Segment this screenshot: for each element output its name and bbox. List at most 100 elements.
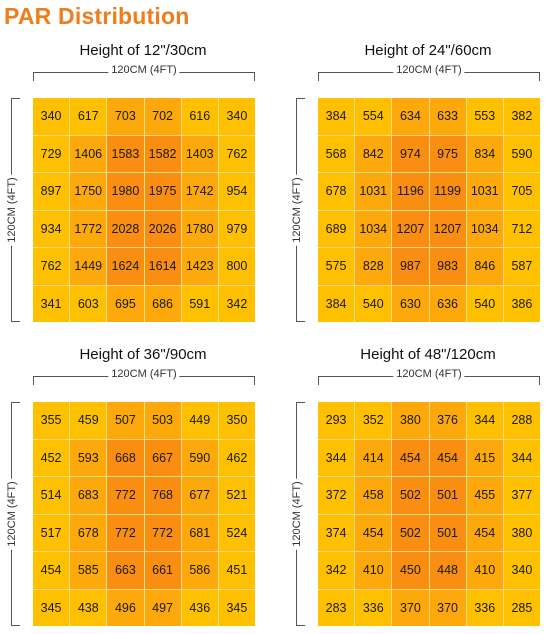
heatmap-cell: 987 (392, 248, 429, 285)
heatmap-cell: 336 (466, 589, 503, 626)
heatmap-cell: 450 (392, 552, 429, 589)
x-axis-label: 120CM (4FT) (108, 368, 180, 380)
heatmap-cell: 974 (392, 135, 429, 172)
heatmap-cell: 975 (429, 135, 466, 172)
heatmap-cell: 661 (144, 552, 181, 589)
heatmap-cell: 587 (503, 248, 540, 285)
chart-title: Height of 24"/60cm (364, 42, 492, 59)
heatmap-cell: 979 (218, 210, 255, 247)
heatmap-cell: 1423 (181, 248, 218, 285)
heatmap-cell: 370 (392, 589, 429, 626)
heatmap-cell: 454 (392, 439, 429, 476)
heatmap-cell: 501 (429, 477, 466, 514)
heatmap-cell: 449 (181, 402, 218, 439)
y-axis-label: 120CM (4FT) (6, 478, 18, 550)
heatmap-cell: 678 (318, 173, 355, 210)
page-title: PAR Distribution (4, 3, 190, 29)
par-grid: 355 459 507 503 449 350 452 593 668 667 590 462 514 6… (33, 402, 255, 626)
heatmap-cell: 983 (429, 248, 466, 285)
heatmap-cell: 452 (33, 439, 70, 476)
heatmap-cell: 293 (318, 402, 355, 439)
heatmap-cell: 686 (144, 285, 181, 322)
heatmap-cell: 954 (218, 173, 255, 210)
heatmap-cell: 345 (218, 589, 255, 626)
heatmap-cell: 377 (503, 477, 540, 514)
heatmap-cell: 1583 (107, 135, 144, 172)
heatmap-cell: 575 (318, 248, 355, 285)
heatmap-cell: 712 (503, 210, 540, 247)
chart-title: Height of 48"/120cm (360, 346, 496, 363)
heatmap-cell: 772 (107, 477, 144, 514)
heatmap-cell: 344 (503, 439, 540, 476)
heatmap-cell: 496 (107, 589, 144, 626)
heatmap-cell: 454 (355, 514, 392, 551)
heatmap-cell: 2026 (144, 210, 181, 247)
heatmap-cell: 568 (318, 135, 355, 172)
heatmap-cell: 762 (218, 135, 255, 172)
heatmap-cell: 414 (355, 439, 392, 476)
heatmap-cell: 340 (33, 98, 70, 135)
heatmap-cell: 341 (33, 285, 70, 322)
heatmap-cell: 842 (355, 135, 392, 172)
heatmap-cell: 729 (33, 135, 70, 172)
heatmap-cell: 1031 (466, 173, 503, 210)
heatmap-cell: 410 (466, 552, 503, 589)
heatmap-cell: 415 (466, 439, 503, 476)
heatmap-cell: 340 (218, 98, 255, 135)
heatmap-cell: 503 (144, 402, 181, 439)
heatmap-cell: 634 (392, 98, 429, 135)
heatmap-cell: 521 (218, 477, 255, 514)
heatmap-panel-36in: Height of 36"/90cm 120CM (4FT) 120CM (4F… (0, 344, 272, 634)
heatmap-cell: 382 (503, 98, 540, 135)
heatmap-cell: 636 (429, 285, 466, 322)
heatmap-cell: 681 (181, 514, 218, 551)
heatmap-cell: 663 (107, 552, 144, 589)
heatmap-cell: 1780 (181, 210, 218, 247)
heatmap-cell: 342 (318, 552, 355, 589)
heatmap-cell: 768 (144, 477, 181, 514)
y-axis-label: 120CM (4FT) (291, 478, 303, 550)
heatmap-cell: 667 (144, 439, 181, 476)
chart-title: Height of 12"/30cm (79, 42, 207, 59)
heatmap-cell: 591 (181, 285, 218, 322)
heatmap-cell: 380 (392, 402, 429, 439)
x-axis-label: 120CM (4FT) (108, 64, 180, 76)
par-grid: 384 554 634 633 553 382 568 842 974 975 834 590 678 1… (318, 98, 540, 322)
heatmap-cell: 1196 (392, 173, 429, 210)
heatmap-cell: 386 (503, 285, 540, 322)
heatmap-cell: 514 (33, 477, 70, 514)
heatmap-cell: 454 (429, 439, 466, 476)
heatmap-cell: 703 (107, 98, 144, 135)
heatmap-cell: 352 (355, 402, 392, 439)
width-bracket: 120CM (4FT) (33, 64, 255, 82)
depth-bracket: 120CM (4FT) (291, 402, 306, 626)
heatmap-cell: 678 (70, 514, 107, 551)
width-bracket: 120CM (4FT) (33, 368, 255, 386)
heatmap-cell: 828 (355, 248, 392, 285)
heatmap-cell: 677 (181, 477, 218, 514)
width-bracket: 120CM (4FT) (318, 368, 540, 386)
heatmap-cell: 762 (33, 248, 70, 285)
y-axis-label: 120CM (4FT) (6, 174, 18, 246)
heatmap-cell: 1750 (70, 173, 107, 210)
heatmap-cell: 376 (429, 402, 466, 439)
heatmap-cell: 800 (218, 248, 255, 285)
heatmap-cell: 772 (144, 514, 181, 551)
heatmap-cell: 695 (107, 285, 144, 322)
heatmap-cell: 340 (503, 552, 540, 589)
x-axis-label: 120CM (4FT) (393, 64, 465, 76)
heatmap-cell: 507 (107, 402, 144, 439)
heatmap-cell: 344 (466, 402, 503, 439)
heatmap-cell: 553 (466, 98, 503, 135)
heatmap-cell: 454 (33, 552, 70, 589)
x-axis-label: 120CM (4FT) (393, 368, 465, 380)
heatmap-cell: 668 (107, 439, 144, 476)
heatmap-cell: 502 (392, 477, 429, 514)
depth-bracket: 120CM (4FT) (291, 98, 306, 322)
heatmap-cell: 524 (218, 514, 255, 551)
heatmap-cell: 410 (355, 552, 392, 589)
heatmap-cell: 593 (70, 439, 107, 476)
heatmap-cell: 846 (466, 248, 503, 285)
heatmap-cell: 617 (70, 98, 107, 135)
heatmap-cell: 1034 (466, 210, 503, 247)
